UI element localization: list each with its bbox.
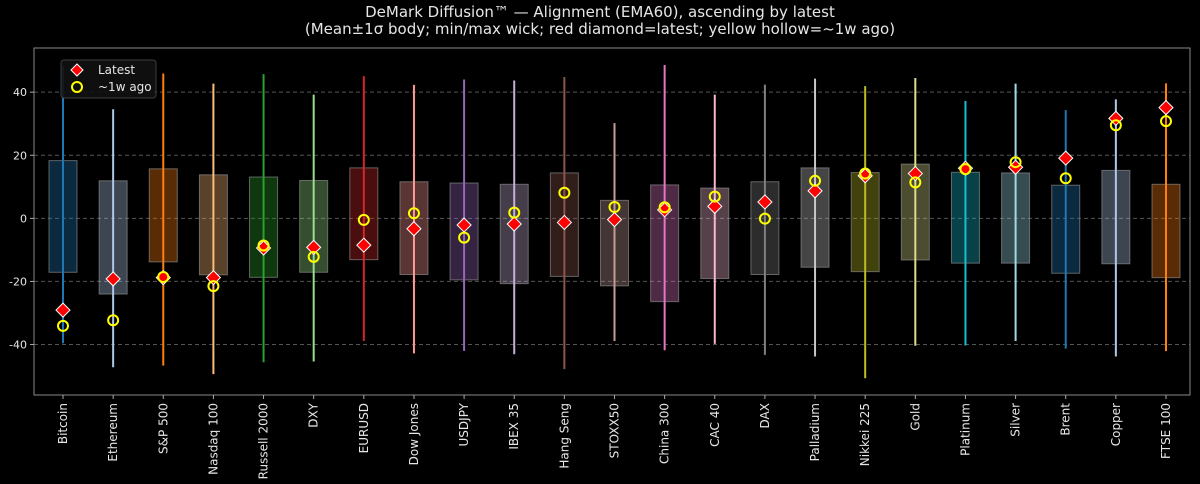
week-ago-circle bbox=[959, 163, 972, 176]
latest-diamond bbox=[55, 302, 71, 318]
series-dow-jones bbox=[399, 84, 429, 354]
week-ago-circle bbox=[1109, 119, 1122, 132]
series-russell-2000 bbox=[249, 74, 279, 363]
latest-diamond bbox=[1058, 150, 1074, 166]
legend-label-week-ago: ~1w ago bbox=[98, 80, 152, 94]
latest-diamond bbox=[606, 211, 623, 228]
latest-diamond bbox=[356, 237, 372, 253]
latest-diamond bbox=[305, 239, 322, 256]
latest-diamond bbox=[506, 216, 522, 232]
y-tick-label: 40 bbox=[13, 86, 27, 99]
week-ago-circle bbox=[407, 207, 420, 220]
week-ago-circle bbox=[508, 206, 521, 219]
series-eurusd bbox=[349, 76, 379, 342]
x-tick-label: Nasdaq 100 bbox=[206, 403, 220, 475]
x-tick-label: EURUSD bbox=[357, 403, 371, 453]
x-tick-label: Silver bbox=[1009, 403, 1023, 437]
x-tick-label: Ethereum bbox=[106, 403, 120, 462]
week-ago-circle bbox=[658, 201, 671, 214]
y-tick-label: -20 bbox=[9, 275, 27, 288]
legend-label-latest: Latest bbox=[98, 63, 135, 77]
x-tick-label: Platinum bbox=[958, 403, 972, 456]
series-dax bbox=[750, 84, 780, 355]
x-tick-label: Bitcoin bbox=[56, 403, 70, 444]
week-ago-circle bbox=[758, 212, 771, 225]
x-tick-label: CAC 40 bbox=[708, 403, 722, 447]
legend-circle-icon bbox=[71, 81, 83, 93]
series-brent bbox=[1051, 110, 1081, 349]
x-tick-label: Gold bbox=[908, 403, 922, 431]
week-ago-circle bbox=[708, 190, 721, 203]
x-tick-label: Copper bbox=[1109, 403, 1123, 446]
x-tick-label: Nikkei 225 bbox=[858, 403, 872, 466]
legend-diamond-icon bbox=[70, 63, 84, 77]
latest-diamond bbox=[556, 214, 573, 231]
series-hang-seng bbox=[549, 77, 579, 370]
legend: Latest ~1w ago bbox=[60, 59, 157, 99]
plot-frame bbox=[33, 47, 1191, 396]
x-tick-label: S&P 500 bbox=[156, 403, 170, 454]
week-ago-circle bbox=[107, 314, 120, 327]
series-silver bbox=[1001, 83, 1031, 342]
series-dxy bbox=[299, 94, 329, 362]
series-usdjpy bbox=[449, 79, 479, 351]
week-ago-circle bbox=[458, 231, 471, 244]
series-ftse-100 bbox=[1151, 83, 1181, 352]
week-ago-circle bbox=[357, 213, 370, 226]
series-stoxx50 bbox=[600, 123, 629, 342]
week-ago-circle bbox=[307, 250, 320, 263]
chart-subtitle: (Mean±1σ body; min/max wick; red diamond… bbox=[305, 20, 895, 38]
x-tick-label: Palladium bbox=[808, 403, 822, 461]
latest-diamond bbox=[707, 198, 723, 215]
week-ago-circle bbox=[1160, 115, 1172, 128]
series-platinum bbox=[950, 100, 980, 346]
week-ago-circle bbox=[859, 167, 872, 180]
series-china-300 bbox=[650, 65, 680, 351]
x-tick-label: Hang Seng bbox=[557, 403, 571, 469]
series-ibex-35 bbox=[499, 80, 529, 355]
latest-diamond bbox=[757, 194, 773, 210]
series-ethereum bbox=[98, 109, 128, 368]
week-ago-circle bbox=[608, 200, 621, 213]
week-ago-circle bbox=[207, 280, 220, 293]
x-tick-label: Russell 2000 bbox=[257, 403, 271, 479]
week-ago-circle bbox=[257, 239, 270, 252]
chart-title: DeMark Diffusion™ — Alignment (EMA60), a… bbox=[365, 3, 835, 21]
x-tick-label: Brent bbox=[1059, 403, 1073, 436]
series-bitcoin bbox=[48, 66, 78, 344]
y-tick-label: 20 bbox=[13, 149, 27, 162]
latest-diamond bbox=[807, 183, 823, 199]
x-tick-label: STOXX50 bbox=[608, 403, 622, 458]
week-ago-circle bbox=[909, 176, 922, 189]
x-tick-label: USDJPY bbox=[457, 402, 471, 446]
latest-diamond bbox=[1158, 99, 1174, 116]
week-ago-circle bbox=[57, 319, 69, 332]
week-ago-circle bbox=[809, 174, 822, 187]
series-cac-40 bbox=[700, 94, 730, 344]
y-tick-label: -40 bbox=[9, 339, 27, 352]
week-ago-circle bbox=[1059, 172, 1072, 185]
y-tick-label: 0 bbox=[20, 212, 27, 225]
series-nasdaq-100 bbox=[198, 83, 228, 375]
x-tick-label: China 300 bbox=[658, 403, 672, 464]
x-tick-label: DAX bbox=[758, 403, 772, 428]
series-palladium bbox=[800, 78, 830, 357]
latest-diamond bbox=[105, 271, 121, 287]
week-ago-circle bbox=[157, 271, 170, 284]
x-tick-label: IBEX 35 bbox=[507, 403, 521, 450]
x-tick-label: DXY bbox=[307, 402, 321, 427]
x-tick-label: FTSE 100 bbox=[1159, 403, 1173, 459]
x-tick-label: Dow Jones bbox=[407, 403, 421, 465]
week-ago-circle bbox=[1009, 156, 1022, 169]
series-gold bbox=[900, 77, 930, 346]
week-ago-circle bbox=[558, 186, 571, 199]
latest-diamond bbox=[406, 221, 422, 237]
series-nikkei-225 bbox=[850, 86, 880, 379]
latest-diamond bbox=[205, 269, 222, 286]
series-s-p-500 bbox=[148, 73, 178, 366]
latest-diamond bbox=[907, 165, 924, 182]
series-copper bbox=[1101, 99, 1131, 357]
